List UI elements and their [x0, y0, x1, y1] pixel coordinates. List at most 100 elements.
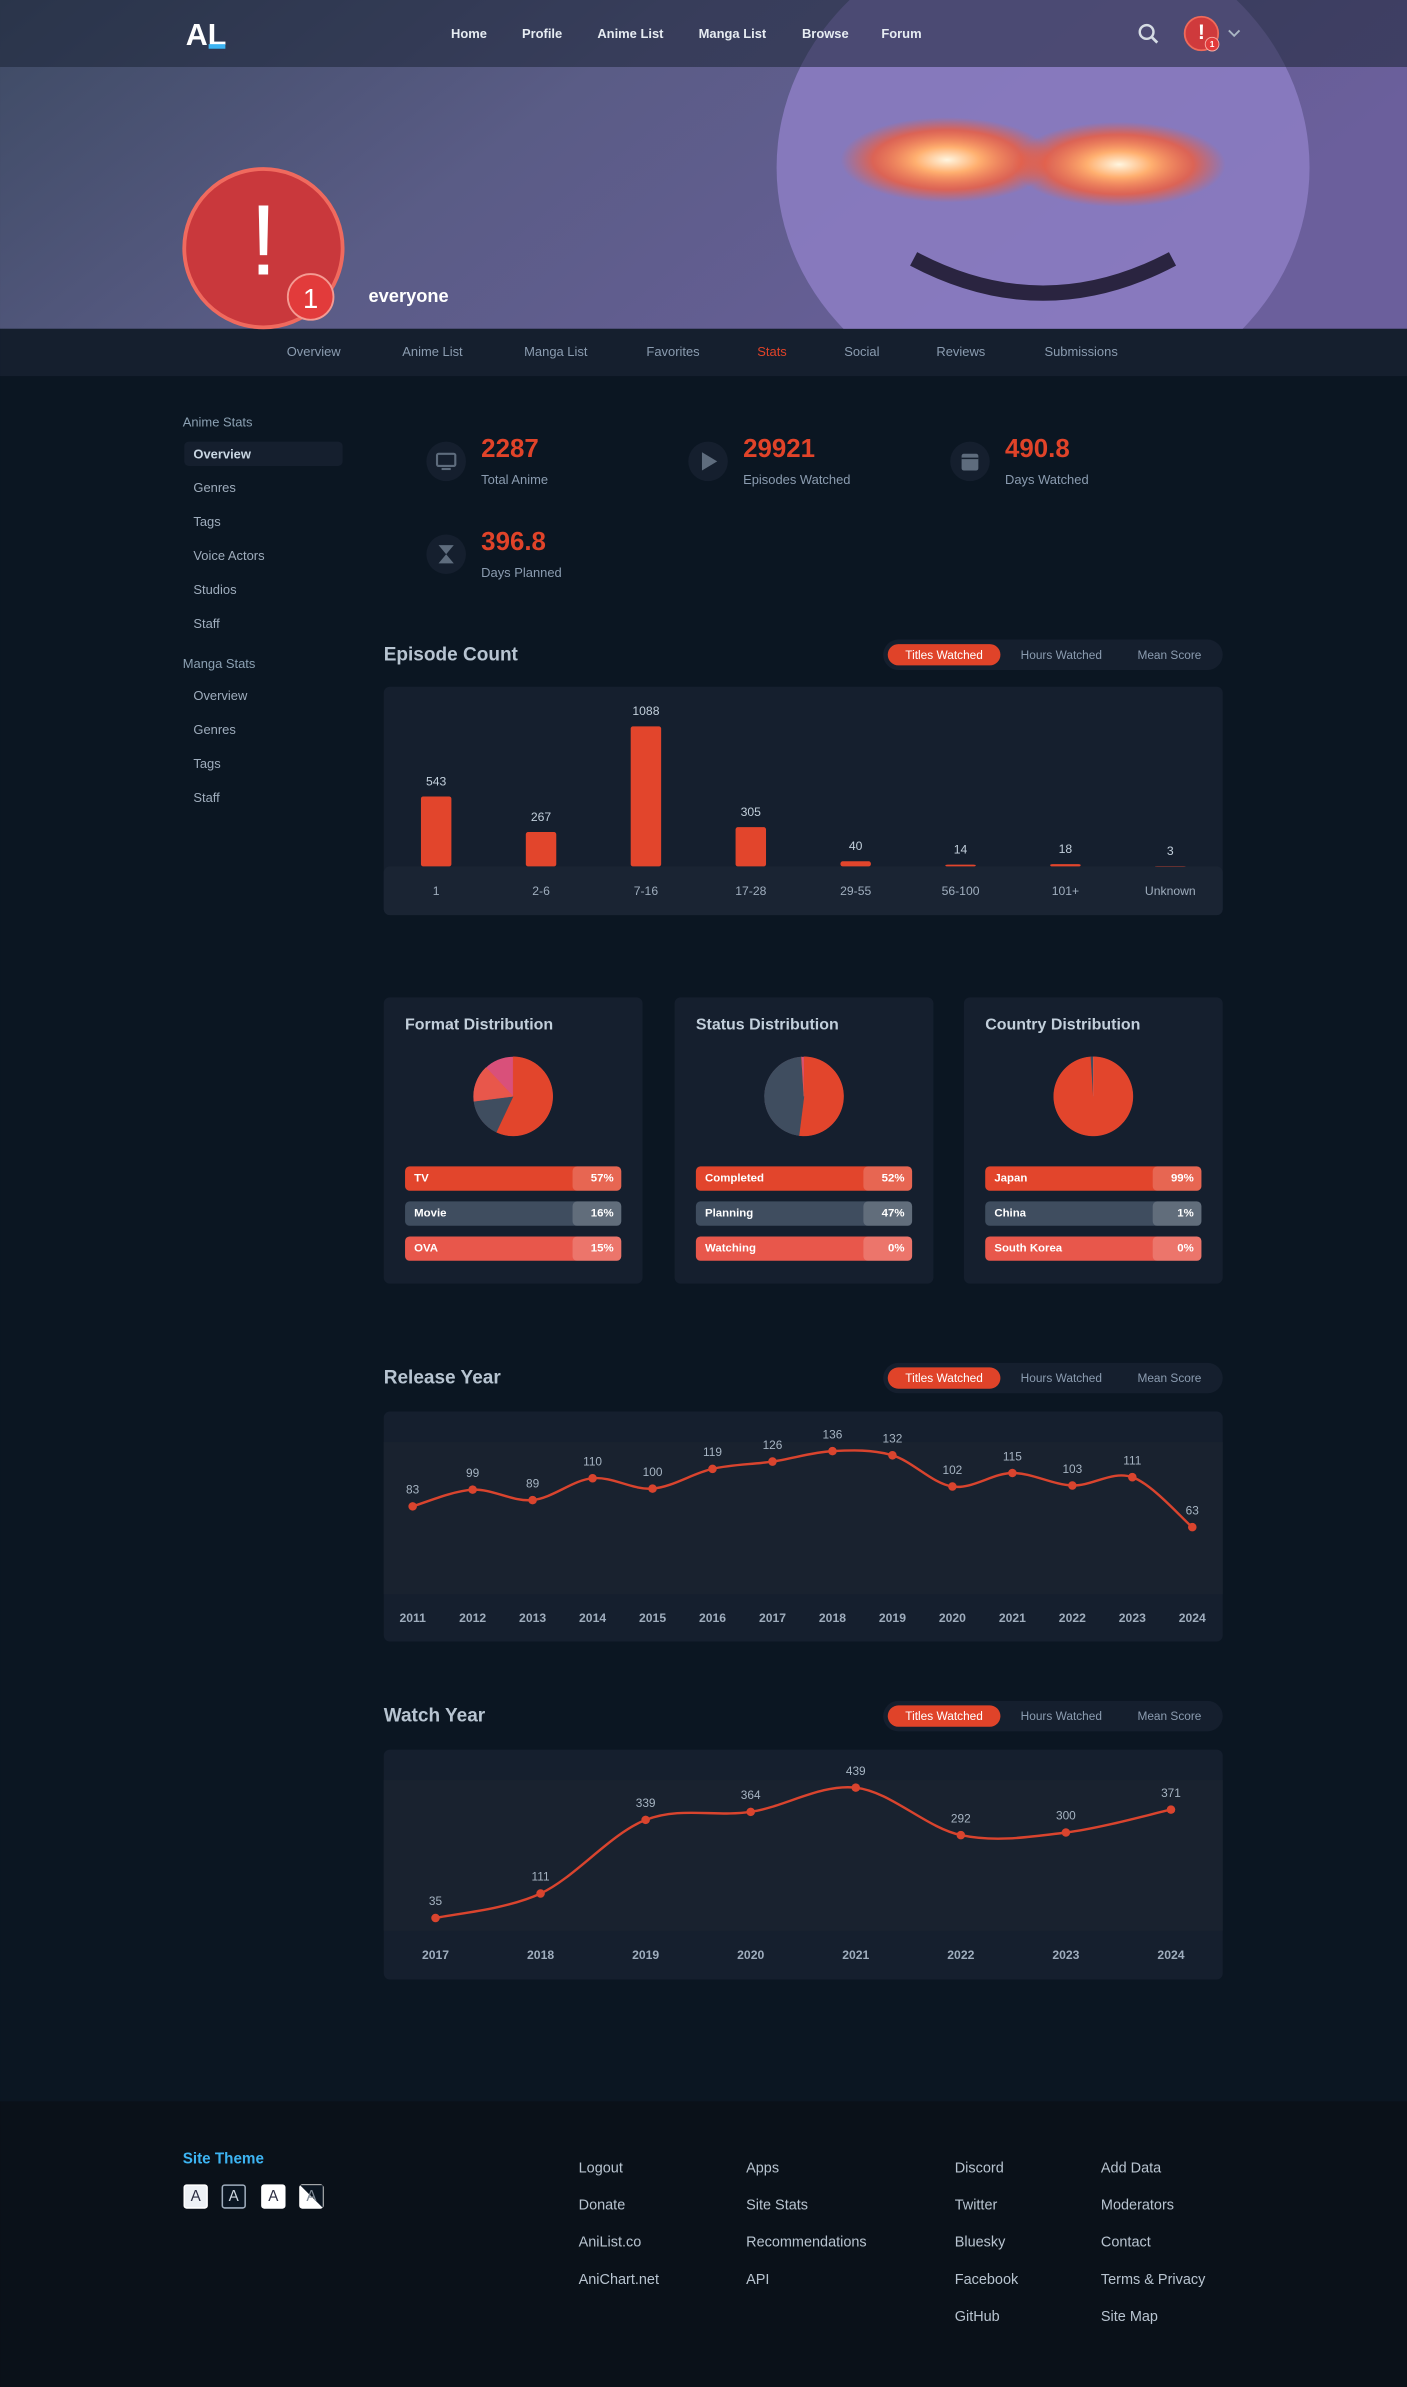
sidebar-link[interactable]: Tags — [193, 756, 220, 771]
bar — [525, 832, 557, 867]
toggle[interactable]: Titles Watched — [905, 1371, 983, 1385]
footer-link[interactable]: Contact — [1101, 2235, 1151, 2251]
value-label: 132 — [883, 1432, 903, 1446]
toggle[interactable]: Mean Score — [1137, 1371, 1201, 1385]
footer-link[interactable]: AniList.co — [579, 2235, 642, 2251]
sidebar-link[interactable]: Tags — [193, 514, 220, 529]
search-icon[interactable] — [1138, 23, 1155, 41]
legend-row — [405, 1201, 622, 1226]
footer-link[interactable]: Facebook — [955, 2272, 1019, 2288]
bar — [630, 726, 662, 867]
toggle[interactable]: Mean Score — [1137, 1709, 1201, 1723]
nav-link[interactable]: Forum — [881, 26, 921, 41]
x-tick-label: 2013 — [519, 1611, 546, 1625]
nav-link[interactable]: Anime List — [597, 26, 664, 41]
footer-link[interactable]: Logout — [579, 2160, 623, 2176]
value-label: 543 — [426, 774, 447, 788]
logo-accent — [208, 44, 226, 49]
sidebar-heading: Manga Stats — [183, 656, 256, 671]
profile-tab[interactable]: Submissions — [1044, 344, 1117, 359]
value-label: 3 — [1167, 844, 1174, 858]
footer-link[interactable]: AniChart.net — [579, 2272, 659, 2288]
toggle-active[interactable] — [887, 1705, 1001, 1727]
category-label: 1 — [433, 884, 440, 898]
toggle[interactable]: Mean Score — [1137, 648, 1201, 662]
nav-link[interactable]: Home — [451, 26, 487, 41]
x-tick-label: 2022 — [1059, 1611, 1086, 1625]
profile-tab[interactable]: Favorites — [646, 344, 699, 359]
toggle[interactable]: Hours Watched — [1021, 1371, 1102, 1385]
point — [828, 1446, 837, 1456]
x-tick-label: 2019 — [632, 1948, 659, 1962]
point — [588, 1473, 597, 1483]
footer-link[interactable]: Moderators — [1101, 2197, 1174, 2213]
toggle[interactable]: Hours Watched — [1021, 1709, 1102, 1723]
profile-tab[interactable]: Reviews — [936, 344, 985, 359]
footer-link[interactable]: Donate — [579, 2197, 626, 2213]
stat-value: 29921 — [743, 435, 815, 463]
point — [468, 1485, 477, 1494]
footer-link[interactable]: API — [746, 2272, 769, 2288]
sidebar-link[interactable]: Voice Actors — [193, 548, 264, 563]
footer-link[interactable]: Twitter — [955, 2197, 998, 2213]
footer-link[interactable]: Apps — [746, 2160, 779, 2176]
footer-link[interactable]: Bluesky — [955, 2235, 1006, 2251]
x-tick-label: 2017 — [422, 1948, 449, 1962]
toggle[interactable]: Hours Watched — [1021, 648, 1102, 662]
footer-link[interactable]: Site Map — [1101, 2309, 1158, 2325]
legend-label: Watching — [705, 1243, 756, 1255]
footer-link[interactable]: Add Data — [1101, 2160, 1162, 2176]
toggle[interactable]: Titles Watched — [905, 1709, 983, 1723]
toggle[interactable]: Titles Watched — [905, 648, 983, 662]
sidebar-link[interactable]: Staff — [193, 790, 220, 805]
value-label: 267 — [531, 810, 552, 824]
profile-tab[interactable]: Stats — [757, 344, 786, 359]
footer-link[interactable]: GitHub — [955, 2309, 1000, 2325]
dropdown-chevron[interactable] — [1228, 29, 1241, 38]
toggle-active[interactable] — [887, 644, 1001, 666]
sidebar-link[interactable]: Staff — [193, 616, 220, 631]
legend-percent-box — [863, 1166, 913, 1191]
legend-row — [695, 1166, 913, 1191]
point — [648, 1484, 657, 1493]
x-tick-label: 2024 — [1157, 1948, 1184, 1962]
footer-link[interactable]: Recommendations — [746, 2235, 867, 2251]
nav-link[interactable]: Manga List — [699, 26, 767, 41]
profile-tab[interactable]: Social — [844, 344, 879, 359]
bar — [1050, 864, 1081, 867]
value-label: 40 — [849, 839, 863, 853]
bar — [945, 864, 976, 867]
footer-link[interactable]: Site Stats — [746, 2197, 808, 2213]
x-tick-label: 2023 — [1119, 1611, 1146, 1625]
category-label: 2-6 — [532, 884, 550, 898]
nav-link[interactable]: Browse — [802, 26, 849, 41]
toggle-active[interactable] — [887, 1367, 1001, 1389]
legend-percent: 47% — [882, 1208, 905, 1220]
theme-option[interactable] — [183, 2184, 208, 2209]
nav-link[interactable]: Profile — [522, 26, 562, 41]
x-tick-label: 2012 — [459, 1611, 486, 1625]
banner-shape — [910, 252, 1177, 301]
theme-option[interactable] — [221, 2184, 246, 2209]
sidebar-link[interactable]: Overview — [193, 688, 248, 703]
sidebar-link[interactable]: Genres — [193, 480, 235, 495]
x-tick-label: 2016 — [699, 1611, 726, 1625]
x-tick-label: 2019 — [879, 1611, 906, 1625]
profile-tab[interactable]: Manga List — [524, 344, 588, 359]
theme-option[interactable] — [261, 2184, 286, 2209]
pie-slice — [798, 1056, 844, 1137]
legend-row — [405, 1236, 622, 1261]
stat-icon — [435, 452, 457, 468]
x-tick-label: 2021 — [842, 1948, 869, 1962]
stat-icon-background — [426, 534, 466, 575]
footer-link[interactable]: Terms & Privacy — [1101, 2272, 1206, 2288]
theme-option-half — [299, 2185, 323, 2208]
category-label: Unknown — [1145, 884, 1196, 898]
footer-link[interactable]: Discord — [955, 2160, 1004, 2176]
profile-tab[interactable]: Anime List — [402, 344, 463, 359]
sidebar-link[interactable]: Studios — [193, 582, 236, 597]
sidebar-link[interactable]: Overview — [193, 446, 251, 461]
sidebar-link[interactable]: Genres — [193, 722, 235, 737]
point — [746, 1807, 755, 1817]
profile-tab[interactable]: Overview — [287, 344, 342, 359]
